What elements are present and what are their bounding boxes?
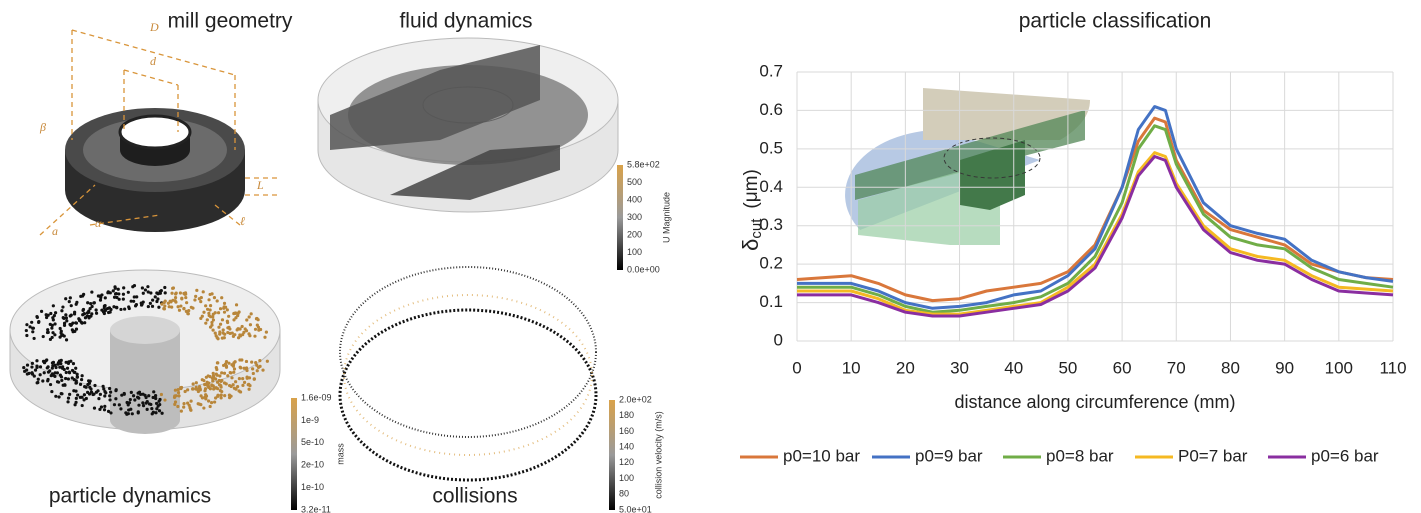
legend-label: P0=7 bar <box>1178 446 1248 465</box>
y-tick-label: 0.1 <box>759 292 783 311</box>
geometry-label: α <box>95 216 102 230</box>
x-tick-label: 40 <box>1004 358 1023 377</box>
x-axis-label: distance along circumference (mm) <box>954 392 1235 412</box>
colorbar-tick-label: 2e-10 <box>301 460 324 470</box>
colorbar-tick-label: 400 <box>627 194 642 204</box>
colorbar-title: mass <box>335 443 345 465</box>
colorbar-tick-label: 200 <box>627 229 642 239</box>
panel-title: mill geometry <box>168 10 293 33</box>
colorbar-tick-label: 1e-9 <box>301 415 319 425</box>
colorbar-tick-label: 80 <box>619 489 629 499</box>
colorbar-tick-label: 120 <box>619 457 634 467</box>
figure: mill geometry fluid dynamics particle dy… <box>0 0 1421 513</box>
mill-geometry-drawing <box>40 30 280 235</box>
y-tick-label: 0.6 <box>759 100 783 119</box>
x-tick-label: 70 <box>1167 358 1186 377</box>
x-tick-label: 50 <box>1058 358 1077 377</box>
chart-title: particle classification <box>1019 10 1212 33</box>
colorbar-tick-label: 5.0e+01 <box>619 504 652 513</box>
colorbar-tick-label: 5.8e+02 <box>627 159 660 169</box>
x-tick-label: 20 <box>896 358 915 377</box>
x-tick-label: 0 <box>792 358 801 377</box>
legend-label: p0=9 bar <box>915 446 983 465</box>
colorbar-tick-label: 2.0e+02 <box>619 394 652 404</box>
y-tick-label: 0.4 <box>759 177 783 196</box>
colorbar-title: U Magnitude <box>661 192 671 243</box>
colorbar-tick-label: 1e-10 <box>301 482 324 492</box>
geometry-label: β <box>39 120 46 134</box>
geometry-label: L <box>256 178 264 192</box>
x-tick-label: 10 <box>842 358 861 377</box>
y-axis-label-symbol: δ <box>738 239 763 251</box>
x-tick-label: 60 <box>1113 358 1132 377</box>
legend-label: p0=10 bar <box>783 446 860 465</box>
panel-title: particle dynamics <box>49 485 211 508</box>
colorbar-tick-label: 160 <box>619 426 634 436</box>
colorbar-tick-label: 3.2e-11 <box>301 504 331 513</box>
x-tick-label: 80 <box>1221 358 1240 377</box>
colorbar-tick-label: 300 <box>627 212 642 222</box>
x-tick-label: 100 <box>1325 358 1353 377</box>
colorbar-title: collision velocity (m/s) <box>653 411 663 499</box>
y-tick-label: 0 <box>774 330 783 349</box>
colorbar-tick-label: 140 <box>619 442 634 452</box>
colorbar-tick-label: 100 <box>619 473 634 483</box>
particle-dynamics-drawing <box>10 270 280 434</box>
legend-label: p0=6 bar <box>1311 446 1379 465</box>
inset-rendering <box>845 88 1090 245</box>
geometry-label: D <box>149 20 159 34</box>
geometry-label: ℓ <box>240 214 245 228</box>
y-tick-label: 0.7 <box>759 61 783 80</box>
fluid-dynamics-drawing <box>318 38 618 212</box>
panel-title: fluid dynamics <box>399 10 532 33</box>
x-tick-label: 90 <box>1275 358 1294 377</box>
colorbar <box>617 165 623 270</box>
colorbar <box>609 400 615 510</box>
colorbar <box>291 398 297 510</box>
geometry-label: d <box>150 54 157 68</box>
x-tick-label: 110 <box>1379 358 1406 377</box>
x-tick-label: 30 <box>950 358 969 377</box>
panel-title: collisions <box>432 485 517 508</box>
colorbar-tick-label: 500 <box>627 177 642 187</box>
colorbar-tick-label: 0.0e+00 <box>627 264 660 274</box>
legend-label: p0=8 bar <box>1046 446 1114 465</box>
colorbar-tick-label: 100 <box>627 247 642 257</box>
y-tick-label: 0.3 <box>759 215 783 234</box>
geometry-label: a <box>52 224 58 238</box>
y-tick-label: 0.2 <box>759 254 783 273</box>
colorbar-tick-label: 1.6e-09 <box>301 392 332 402</box>
colorbar-tick-label: 5e-10 <box>301 437 324 447</box>
collisions-drawing <box>340 267 596 480</box>
colorbar-tick-label: 180 <box>619 410 634 420</box>
y-tick-label: 0.5 <box>759 138 783 157</box>
